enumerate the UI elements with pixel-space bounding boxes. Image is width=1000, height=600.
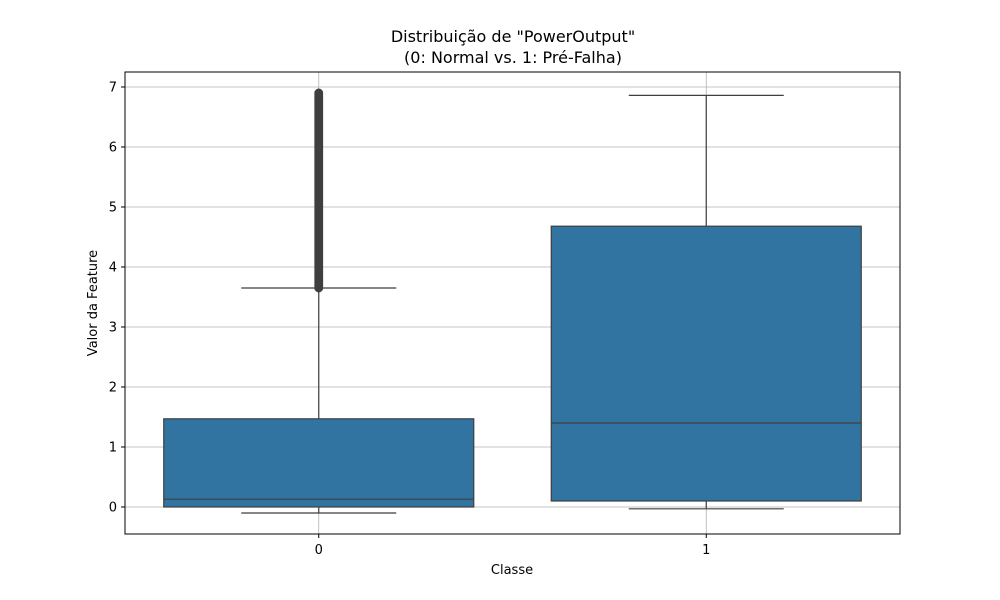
chart-title-line2: (0: Normal vs. 1: Pré-Falha) (404, 48, 622, 67)
plot-frame (124, 71, 901, 535)
x-axis-label: Classe (491, 563, 533, 578)
x-tick-label: 1 (702, 543, 710, 558)
box-iqr (163, 418, 475, 508)
y-tick-label: 4 (109, 261, 117, 276)
y-tick-label: 0 (109, 501, 117, 516)
y-tick-label: 5 (109, 201, 117, 216)
outlier-point (314, 88, 324, 98)
y-tick-label: 2 (109, 381, 117, 396)
box-iqr (550, 225, 862, 502)
y-tick-label: 6 (109, 141, 117, 156)
box-0 (163, 88, 475, 514)
y-tick-label: 3 (109, 321, 117, 336)
chart-title-line1: Distribuição de "PowerOutput" (391, 27, 635, 46)
y-tick-label: 1 (109, 441, 117, 456)
y-axis-label: Valor da Feature (86, 250, 101, 356)
axis-ticks: 0 1 2 3 4 5 6 7 0 1 (109, 81, 711, 559)
box-1 (550, 94, 862, 510)
x-tick-label: 0 (315, 543, 323, 558)
y-tick-label: 7 (109, 81, 117, 96)
boxes-group (163, 88, 862, 514)
